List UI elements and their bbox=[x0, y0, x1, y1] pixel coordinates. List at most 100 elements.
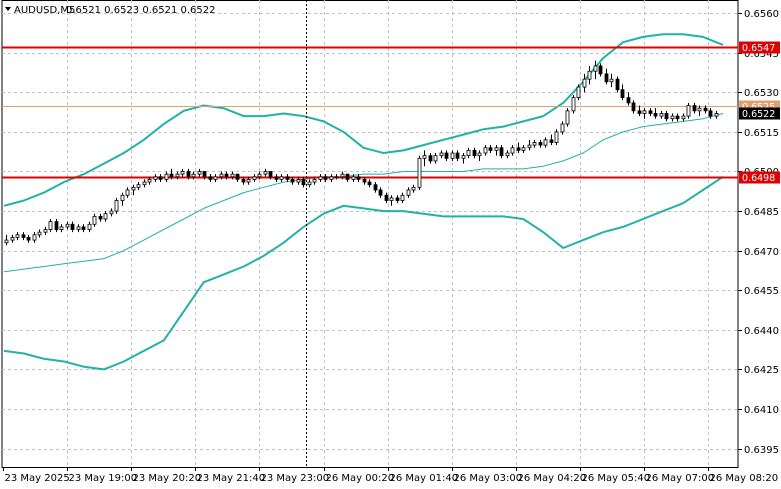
candle-body bbox=[378, 189, 383, 196]
candle-body bbox=[318, 176, 323, 180]
candle-body bbox=[631, 102, 636, 112]
price-tick-label: 0.6560 bbox=[744, 9, 779, 20]
candle-body bbox=[114, 200, 119, 212]
candle-body bbox=[26, 237, 31, 241]
price-tick-label: 0.6515 bbox=[744, 128, 779, 139]
collapse-triangle-icon[interactable] bbox=[5, 7, 11, 11]
time-tick-label: 26 May 07:00 bbox=[646, 473, 715, 484]
time-tick-label: 26 May 00:20 bbox=[326, 473, 395, 484]
candle-body bbox=[642, 110, 647, 114]
candle-body bbox=[488, 147, 493, 151]
candle-body bbox=[587, 70, 592, 80]
candle-body bbox=[48, 221, 53, 230]
candle-body bbox=[444, 152, 449, 159]
candle-body bbox=[477, 152, 482, 157]
chart-grid bbox=[1, 0, 739, 468]
candle-body bbox=[153, 176, 158, 180]
candle-body bbox=[400, 194, 405, 201]
price-tick-label: 0.6470 bbox=[744, 247, 779, 258]
candle-body bbox=[37, 231, 42, 236]
price-levels bbox=[2, 46, 738, 179]
candle-body bbox=[433, 155, 438, 162]
candle-body bbox=[626, 97, 631, 104]
candle-body bbox=[197, 171, 202, 175]
candle-body bbox=[395, 197, 400, 201]
price-tick-label: 0.6440 bbox=[744, 326, 779, 337]
candle-body bbox=[43, 229, 48, 233]
candle-body bbox=[411, 186, 416, 191]
candle-body bbox=[202, 171, 207, 178]
candle-body bbox=[582, 78, 587, 88]
candle-body bbox=[417, 157, 422, 188]
candle-body bbox=[648, 110, 653, 114]
candle-body bbox=[532, 142, 537, 146]
candle-body bbox=[208, 176, 213, 180]
candle-body bbox=[703, 107, 708, 112]
candle-body bbox=[131, 186, 136, 191]
candle-body bbox=[323, 176, 328, 180]
price-tick-label: 0.6425 bbox=[744, 365, 779, 376]
candle-body bbox=[169, 173, 174, 178]
candle-body bbox=[543, 139, 548, 146]
support-level-tag bbox=[739, 171, 780, 184]
time-tick-label: 23 May 20:20 bbox=[133, 473, 202, 484]
candle-body bbox=[92, 215, 97, 225]
candle-body bbox=[373, 184, 378, 191]
candle-body bbox=[549, 139, 554, 143]
candle-body bbox=[246, 179, 251, 183]
candle-body bbox=[560, 123, 565, 133]
candle-body bbox=[109, 210, 114, 215]
candle-body bbox=[98, 215, 103, 220]
candle-body bbox=[708, 110, 713, 117]
candle-body bbox=[565, 110, 570, 125]
candle-body bbox=[571, 97, 576, 112]
candle-body bbox=[120, 194, 125, 201]
candle-body bbox=[103, 213, 108, 220]
candle-body bbox=[59, 226, 64, 230]
candle-body bbox=[428, 155, 433, 162]
candle-body bbox=[340, 173, 345, 178]
candle-body bbox=[620, 89, 625, 99]
time-tick-label: 23 May 19:00 bbox=[69, 473, 138, 484]
candle-body bbox=[334, 176, 339, 179]
resistance-level-tag bbox=[739, 41, 780, 54]
candle-body bbox=[164, 173, 169, 180]
candle-body bbox=[329, 176, 334, 180]
candle-body bbox=[279, 176, 284, 180]
candle-body bbox=[345, 173, 350, 180]
candle-body bbox=[301, 179, 306, 186]
candle-body bbox=[296, 179, 301, 183]
candle-body bbox=[527, 144, 532, 149]
time-tick-label: 26 May 05:40 bbox=[582, 473, 651, 484]
candle-body bbox=[268, 171, 273, 178]
price-tick-label: 0.6455 bbox=[744, 286, 779, 297]
candle-body bbox=[384, 194, 389, 201]
time-tick-label: 23 May 23:00 bbox=[261, 473, 330, 484]
candle-body bbox=[714, 113, 719, 117]
candle-body bbox=[472, 149, 477, 157]
candle-body bbox=[241, 179, 246, 183]
candle-body bbox=[466, 149, 471, 157]
candle-body bbox=[483, 147, 488, 154]
plot-frame bbox=[1, 0, 739, 468]
candle-body bbox=[461, 155, 466, 159]
candlesticks bbox=[4, 60, 719, 246]
candle-body bbox=[81, 226, 86, 230]
candle-body bbox=[406, 189, 411, 196]
candle-body bbox=[598, 65, 603, 75]
price-tick-label: 0.6485 bbox=[744, 207, 779, 218]
candle-body bbox=[147, 179, 152, 183]
support-level-label: 0.6498 bbox=[742, 173, 775, 184]
candle-body bbox=[263, 171, 268, 175]
candle-body bbox=[54, 221, 59, 230]
price-tick-label: 0.6530 bbox=[744, 88, 779, 99]
bollinger-middle-line bbox=[3, 113, 724, 273]
candle-body bbox=[516, 147, 521, 151]
candle-body bbox=[637, 110, 642, 114]
candle-body bbox=[681, 115, 686, 120]
candle-body bbox=[285, 176, 290, 180]
candle-body bbox=[367, 181, 372, 186]
candle-body bbox=[186, 171, 191, 178]
